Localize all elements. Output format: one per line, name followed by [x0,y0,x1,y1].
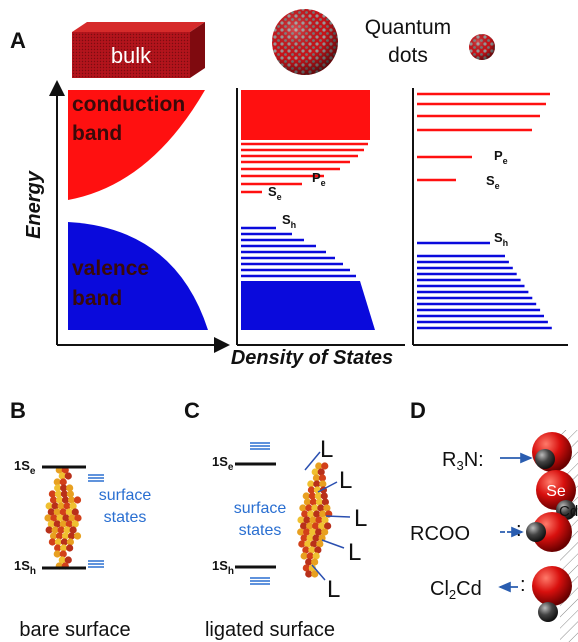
level-label: Sh [494,230,508,248]
level-main: S [494,230,503,245]
atom [313,552,320,559]
atom [318,468,325,475]
level-main: S [268,184,277,199]
conduction-block [241,90,370,140]
atom [60,550,67,557]
level-label: Pe [312,170,326,188]
dots-label: dots [388,44,428,67]
panel-label: D [410,398,426,423]
level-sub: e [495,181,500,191]
level-label: Sh [282,212,296,230]
level-sub: h [228,566,234,577]
atom-label: Cd [559,503,578,520]
level-sub: h [30,566,36,577]
level-label: Se [268,184,282,202]
quantum-label: Quantum [365,16,451,39]
figure: A bulk Quantum dots Energy Density of St… [0,0,578,642]
level-label: Se [486,173,500,191]
y-axis-label: Energy [23,170,45,239]
panel-label: C [184,398,200,423]
atom-label: Se [546,483,566,500]
level-main: P [494,148,503,163]
valence-block [241,281,375,330]
surface-states-label: states [104,509,147,526]
level-sub: h [503,238,509,248]
surface-states-label: surface [99,487,152,504]
energy-levels [241,90,552,330]
panel-label: B [10,398,26,423]
caption: ligated surface [205,619,335,641]
formula-main: Cl [430,578,449,600]
ligand: L [320,436,333,463]
panel-label: A [10,28,26,53]
level-main: 1S [212,454,228,469]
level-sub: e [228,462,234,473]
atom [322,498,329,505]
level-main: 1S [14,458,30,473]
surface-states-label: states [239,522,282,539]
ligand: L [354,505,367,532]
conduction-label: band [72,122,122,145]
formula-main: R [442,449,456,471]
ligand-formula: RCOO [410,523,470,545]
atom [321,492,328,499]
atom [65,472,72,479]
level-main: P [312,170,321,185]
level-main: 1S [14,558,30,573]
atom [321,462,328,469]
atom [66,544,73,551]
formula-sub: 3 [456,458,463,473]
ligand-formula: R3N: [442,449,484,473]
ligand-formula: Cl2Cd [430,578,482,602]
quantum-dot-small [469,34,495,60]
bulk-label: bulk [111,43,152,68]
x-axis-label: Density of States [231,347,393,369]
level-label: Pe [494,148,508,166]
level-label: 1Se [14,458,36,477]
level-sub: e [503,156,508,166]
atoms [526,432,576,622]
nanocrystal [297,462,332,577]
caption: bare surface [19,619,130,641]
quantum-dot-large [272,9,338,75]
ligand: L [327,576,340,603]
level-sub: e [30,466,36,477]
ligand-colon: : [516,519,522,541]
level-label: 1Sh [212,558,234,577]
ligand: L [348,539,361,566]
formula-rest: Cd [456,578,482,600]
atom [67,490,74,497]
level-main: S [282,212,291,227]
level-main: S [486,173,495,188]
formula-sub: 2 [449,587,456,602]
level-label: 1Se [212,454,234,473]
surface-states-label: surface [234,500,287,517]
valence-label: valence [72,257,149,280]
level-sub: e [277,192,282,202]
formula-rest: N: [464,449,484,471]
level-sub: e [321,178,326,188]
level-main: 1S [212,558,228,573]
ligand-colon: : [520,574,526,596]
level-label: 1Sh [14,558,36,577]
conduction-label: conduction [72,93,185,116]
nanocrystal [44,466,81,569]
atom [74,532,81,539]
valence-label: band [72,287,122,310]
ligand: L [339,467,352,494]
level-sub: h [291,220,297,230]
atom [74,496,81,503]
